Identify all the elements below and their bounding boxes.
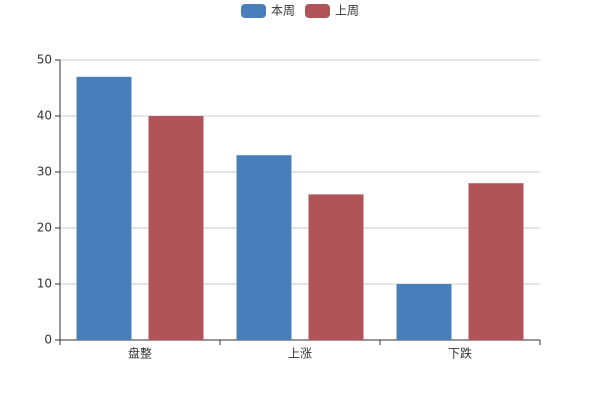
bar: [236, 155, 292, 340]
y-tick-label: 0: [44, 333, 52, 347]
x-tick-label: 上涨: [288, 346, 312, 361]
legend-swatch: [241, 4, 266, 18]
y-tick-label: 40: [37, 109, 52, 123]
y-tick-label: 30: [37, 165, 52, 179]
bar: [148, 116, 204, 340]
x-tick-label: 盘整: [128, 346, 152, 361]
legend-label: 本周: [271, 4, 295, 18]
bar: [308, 194, 364, 340]
y-tick-label: 20: [37, 221, 52, 235]
bar: [396, 284, 452, 340]
y-tick-label: 50: [37, 53, 52, 67]
y-tick-label: 10: [37, 277, 52, 291]
bar: [468, 183, 524, 340]
legend-swatch: [305, 4, 330, 18]
legend-label: 上周: [335, 4, 359, 18]
x-tick-label: 下跌: [448, 346, 472, 361]
bar: [76, 76, 132, 341]
